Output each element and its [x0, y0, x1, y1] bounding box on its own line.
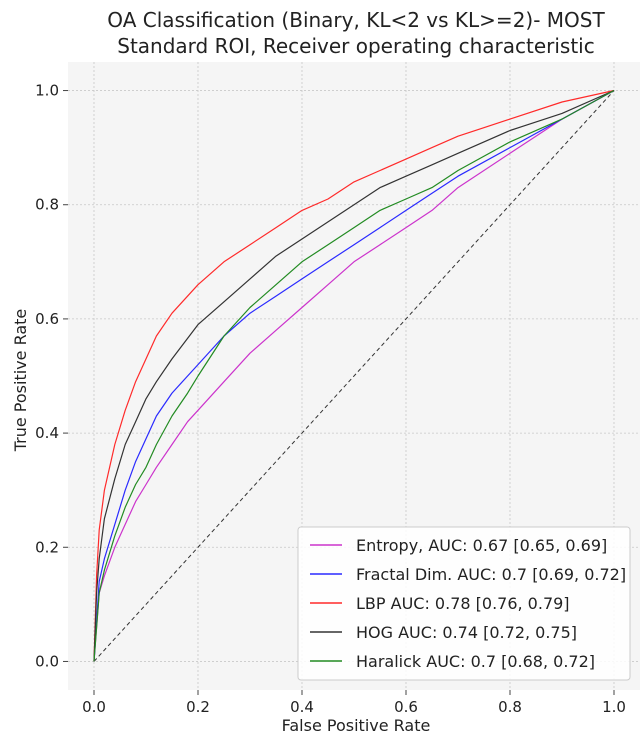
series-line-4 [93, 89, 615, 662]
series-line-5 [93, 89, 615, 662]
chart-title-line-1: OA Classification (Binary, KL<2 vs KL>=2… [107, 8, 605, 32]
y-tick-label: 0.4 [35, 424, 59, 442]
legend-label: Entropy, AUC: 0.67 [0.65, 0.69] [356, 536, 607, 555]
y-axis-ticks: 0.0 0.2 0.4 0.6 0.8 1.0 [35, 82, 68, 670]
series-line-1 [93, 89, 615, 662]
reference-diagonal-line [93, 90, 615, 662]
y-tick-label: 1.0 [35, 82, 59, 100]
x-tick-label: 1.0 [602, 698, 626, 716]
y-tick-label: 0.8 [35, 196, 59, 214]
y-tick-label: 0.6 [35, 310, 59, 328]
legend-box [297, 526, 631, 681]
x-tick-label: 0.6 [394, 698, 418, 716]
x-axis-label: False Positive Rate [282, 716, 431, 735]
chart-title-line-2: Standard ROI, Receiver operating charact… [117, 34, 594, 58]
legend-label: Haralick AUC: 0.7 [0.68, 0.72] [356, 652, 595, 671]
y-tick-label: 0.2 [35, 538, 59, 556]
series-line-2 [93, 89, 615, 662]
y-axis-label: True Positive Rate [11, 309, 30, 453]
x-tick-label: 0.8 [498, 698, 522, 716]
x-axis-ticks: 0.0 0.2 0.4 0.6 0.8 1.0 [82, 690, 626, 716]
series-line-3 [93, 89, 615, 662]
legend: Entropy, AUC: 0.67 [0.65, 0.69] Fractal D… [297, 526, 631, 681]
x-tick-label: 0.0 [82, 698, 106, 716]
legend-label: HOG AUC: 0.74 [0.72, 0.75] [356, 623, 577, 642]
series-group [93, 89, 615, 662]
legend-label: Fractal Dim. AUC: 0.7 [0.69, 0.72] [356, 565, 626, 584]
reference-line-group [93, 90, 615, 662]
x-tick-label: 0.2 [186, 698, 210, 716]
legend-label: LBP AUC: 0.78 [0.76, 0.79] [356, 594, 570, 613]
y-tick-label: 0.0 [35, 652, 59, 670]
x-tick-label: 0.4 [290, 698, 314, 716]
